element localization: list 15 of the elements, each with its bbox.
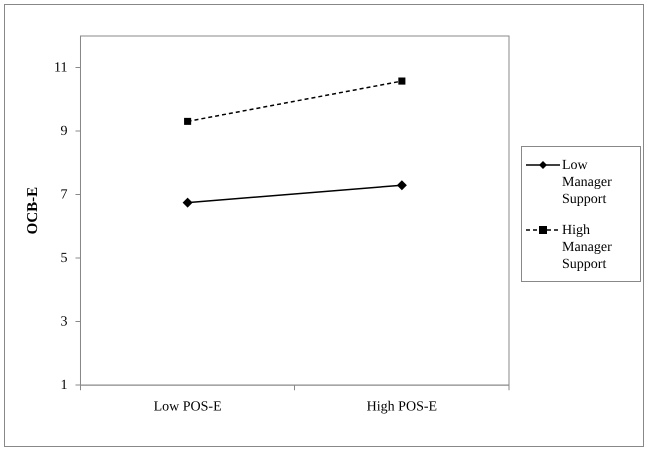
point [182, 198, 193, 208]
x-tick-label: Low POS-E [154, 399, 222, 414]
point [396, 180, 407, 190]
point [184, 118, 192, 125]
y-tick-label: 9 [60, 124, 68, 139]
y-tick-label: 11 [54, 60, 68, 76]
legend-label: Low Manager Support [562, 157, 613, 208]
point [398, 78, 406, 85]
y-tick-label: 5 [60, 250, 68, 266]
y-tick-label: 3 [60, 314, 68, 330]
legend-label: High Manager Support [562, 222, 613, 273]
y-tick-label: 1 [60, 378, 68, 393]
x-tick-label: High POS-E [366, 399, 438, 414]
y-axis-title: OCB-E [24, 186, 41, 234]
y-tick-label: 7 [60, 187, 68, 202]
